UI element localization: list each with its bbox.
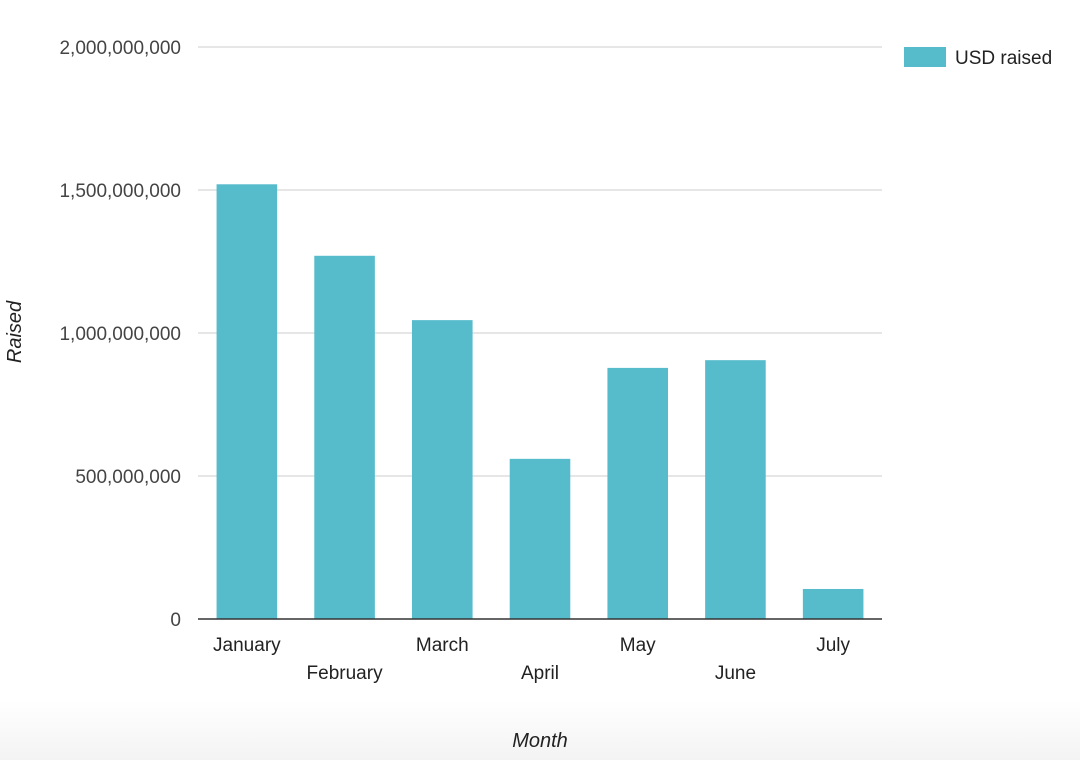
tick-labels: 0 500,000,000 1,000,000,000 1,500,000,000 2,… <box>59 38 850 684</box>
x-tick-label: February <box>307 663 384 684</box>
x-tick-label: January <box>213 635 281 656</box>
bar-april <box>509 458 571 619</box>
x-tick-label: July <box>816 635 850 656</box>
legend-swatch <box>904 47 946 67</box>
gridlines <box>198 46 882 477</box>
bar-february <box>314 255 375 619</box>
legend: USD raised <box>904 47 1052 69</box>
y-tick-label: 0 <box>170 610 181 631</box>
x-tick-label: May <box>620 635 656 656</box>
y-axis-title: Raised <box>4 300 26 363</box>
bar-may <box>607 367 669 619</box>
y-tick-label: 1,000,000,000 <box>59 324 181 345</box>
y-tick-label: 1,500,000,000 <box>59 181 181 202</box>
bar-january <box>216 184 278 619</box>
y-tick-label: 2,000,000,000 <box>59 38 181 59</box>
bars <box>216 184 864 619</box>
legend-label: USD raised <box>955 48 1052 69</box>
bottom-shade <box>0 700 1080 760</box>
x-tick-label: March <box>416 635 469 656</box>
x-axis-title: Month <box>512 730 568 752</box>
y-tick-label: 500,000,000 <box>75 467 181 488</box>
bar-march <box>411 320 473 619</box>
bar-june <box>705 360 766 619</box>
bar-july <box>802 588 864 619</box>
x-tick-label: June <box>715 663 756 684</box>
x-tick-label: April <box>521 663 559 684</box>
